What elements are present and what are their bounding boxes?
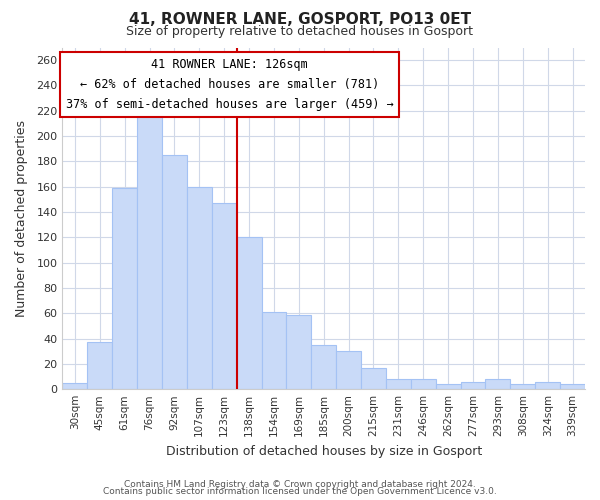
Bar <box>262 312 286 389</box>
Bar <box>286 314 311 389</box>
X-axis label: Distribution of detached houses by size in Gosport: Distribution of detached houses by size … <box>166 444 482 458</box>
Text: Size of property relative to detached houses in Gosport: Size of property relative to detached ho… <box>127 25 473 38</box>
Bar <box>336 351 361 389</box>
Y-axis label: Number of detached properties: Number of detached properties <box>15 120 28 317</box>
Bar <box>88 342 112 389</box>
Bar <box>461 382 485 389</box>
Bar <box>361 368 386 389</box>
Bar <box>386 379 411 389</box>
Bar <box>162 155 187 389</box>
Bar <box>62 383 88 389</box>
Text: Contains HM Land Registry data © Crown copyright and database right 2024.: Contains HM Land Registry data © Crown c… <box>124 480 476 489</box>
Bar <box>212 203 236 389</box>
Bar <box>411 379 436 389</box>
Bar <box>311 345 336 389</box>
Bar <box>436 384 461 389</box>
Bar <box>187 186 212 389</box>
Text: 41, ROWNER LANE, GOSPORT, PO13 0ET: 41, ROWNER LANE, GOSPORT, PO13 0ET <box>129 12 471 28</box>
Bar <box>137 114 162 389</box>
Bar <box>511 384 535 389</box>
Bar <box>112 188 137 389</box>
Bar <box>485 379 511 389</box>
Bar <box>560 384 585 389</box>
Bar <box>236 238 262 389</box>
Bar <box>535 382 560 389</box>
Text: 41 ROWNER LANE: 126sqm
← 62% of detached houses are smaller (781)
37% of semi-de: 41 ROWNER LANE: 126sqm ← 62% of detached… <box>66 58 394 111</box>
Text: Contains public sector information licensed under the Open Government Licence v3: Contains public sector information licen… <box>103 487 497 496</box>
